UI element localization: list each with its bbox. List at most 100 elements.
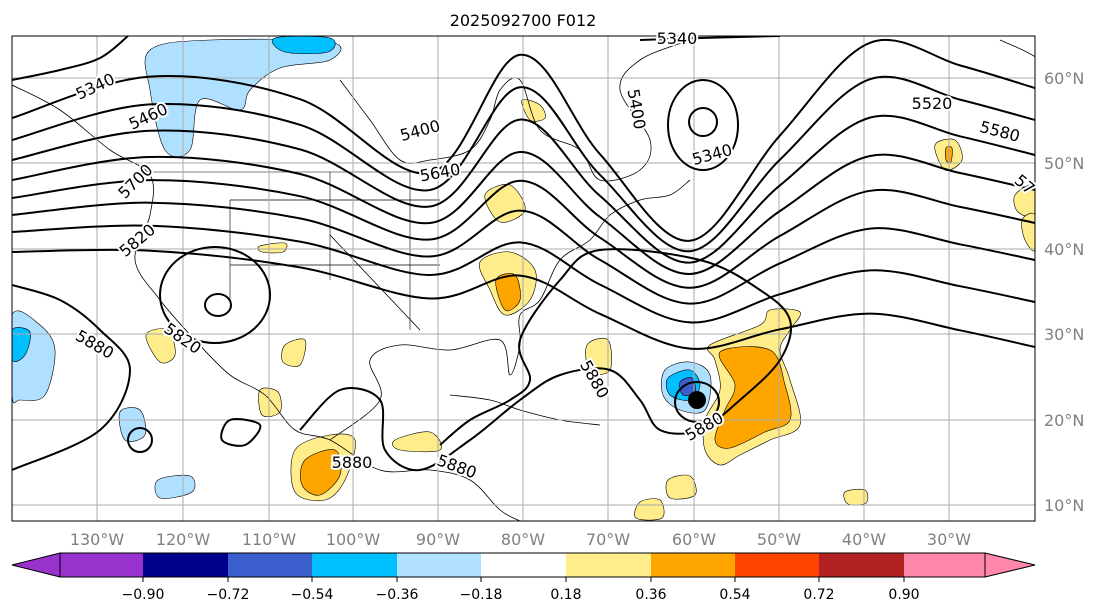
contour-label: 5700	[114, 160, 156, 202]
height-contour	[12, 150, 1035, 276]
contour-label: 5880	[434, 451, 479, 483]
colorbar-tick-label: −0.54	[291, 587, 334, 603]
longitude-label: 40°W	[842, 530, 886, 549]
longitude-label: 130°W	[70, 530, 125, 549]
closed-contour	[667, 79, 739, 171]
longitude-label: 50°W	[757, 530, 801, 549]
state-borders	[150, 171, 620, 330]
shading-region	[281, 338, 307, 367]
longitude-label: 70°W	[586, 530, 630, 549]
height-contour	[12, 201, 1035, 305]
longitude-label: 90°W	[416, 530, 460, 549]
longitude-label: 100°W	[326, 530, 381, 549]
contour-label: 5520	[912, 94, 953, 113]
contour-label: 5400	[398, 116, 442, 145]
closed-contour	[688, 107, 718, 137]
closed-contour	[674, 381, 720, 423]
shading-region	[145, 328, 176, 364]
shading-region	[484, 184, 526, 223]
shading-region	[392, 431, 442, 453]
shading-region	[12, 327, 31, 362]
height-contour	[12, 284, 132, 471]
shading-region	[118, 407, 147, 442]
shading-region	[271, 36, 336, 55]
height-contour	[12, 248, 1035, 350]
colorbar-segment	[143, 553, 228, 577]
map-area	[12, 36, 1100, 521]
shading-region	[144, 38, 342, 158]
colorbar-tick-label: 0.18	[550, 587, 581, 603]
shading-region	[258, 387, 282, 417]
longitude-label: 120°W	[156, 530, 211, 549]
longitude-label: 60°W	[672, 530, 716, 549]
coastline	[12, 84, 521, 521]
colorbar-segment	[904, 553, 985, 577]
height-contour	[12, 38, 1035, 242]
latitude-label: 50°N	[1044, 154, 1084, 173]
height-contour	[12, 75, 1035, 253]
contour-label: 5340	[73, 69, 118, 103]
colorbar-segment	[397, 553, 481, 577]
closed-contour	[204, 293, 232, 317]
height-contour-5880	[299, 248, 793, 472]
coastline	[329, 179, 691, 441]
colorbar-tick-label: 0.72	[803, 587, 834, 603]
map-frame	[11, 35, 1036, 522]
colorbar-segment	[228, 553, 312, 577]
colorbar-tick-label: 0.36	[635, 587, 666, 603]
contour-label: 5400	[624, 87, 650, 130]
colorbar-segment	[481, 553, 566, 577]
colorbar-tick-label: −0.72	[207, 587, 250, 603]
shading-region	[1013, 183, 1035, 218]
shading-region	[300, 449, 342, 496]
map-title: 2025092700 F012	[450, 11, 597, 30]
closed-contour	[159, 246, 271, 344]
colorbar-tick-label: −0.90	[122, 587, 165, 603]
closed-contour	[220, 418, 262, 447]
contour-label: 5340	[690, 140, 734, 169]
shading-region	[154, 474, 196, 499]
shading-region	[665, 474, 697, 500]
latitude-label: 10°N	[1044, 496, 1084, 515]
colorbar-segment	[60, 553, 143, 577]
height-contour	[12, 179, 1035, 289]
height-contour	[12, 224, 1035, 324]
colorbar-segment	[566, 553, 651, 577]
coastline	[449, 394, 601, 426]
longitude-label: 110°W	[242, 530, 297, 549]
colorbar-extend-high	[984, 552, 1036, 578]
colorbar-tick-label: 0.90	[888, 587, 919, 603]
colorbar-segment	[312, 553, 397, 577]
colorbar-tick-label: 0.54	[719, 587, 750, 603]
shading-region	[843, 488, 869, 506]
longitude-label: 30°W	[927, 530, 971, 549]
closed-contour	[127, 427, 153, 453]
latitude-label: 20°N	[1044, 411, 1084, 430]
coastline	[1080, 40, 1100, 60]
low-center-marker	[688, 391, 706, 409]
shading-region	[521, 99, 546, 122]
longitude-label: 80°W	[501, 530, 545, 549]
latitude-label: 30°N	[1044, 325, 1084, 344]
shading-region	[1021, 212, 1035, 252]
colorbar-segment	[735, 553, 819, 577]
height-contour	[12, 114, 1035, 264]
latitude-label: 40°N	[1044, 240, 1084, 259]
contour-label: 5880	[332, 453, 373, 472]
height-contour	[12, 36, 129, 81]
height-contours	[12, 36, 1035, 472]
colorbar-segment	[651, 553, 735, 577]
latitude-label: 60°N	[1044, 69, 1084, 88]
latitude-labels: 60°N 50°N 40°N 30°N 20°N 10°N	[1044, 69, 1084, 515]
colorbar-tick-label: −0.18	[460, 587, 503, 603]
colorbar: −0.90 −0.72 −0.54 −0.36 −0.18 0.18 0.36 0.54 0.7…	[11, 552, 1036, 603]
longitude-labels: 130°W 120°W 110°W 100°W 90°W 80°W 70°W 60°W 50°W…	[70, 530, 971, 549]
contour-label: 5880	[72, 326, 117, 363]
shading-region	[257, 242, 288, 254]
colorbar-tick-label: −0.36	[376, 587, 419, 603]
colorbar-segment	[819, 553, 904, 577]
colorbar-frame	[59, 552, 986, 578]
coastline	[999, 39, 1035, 130]
